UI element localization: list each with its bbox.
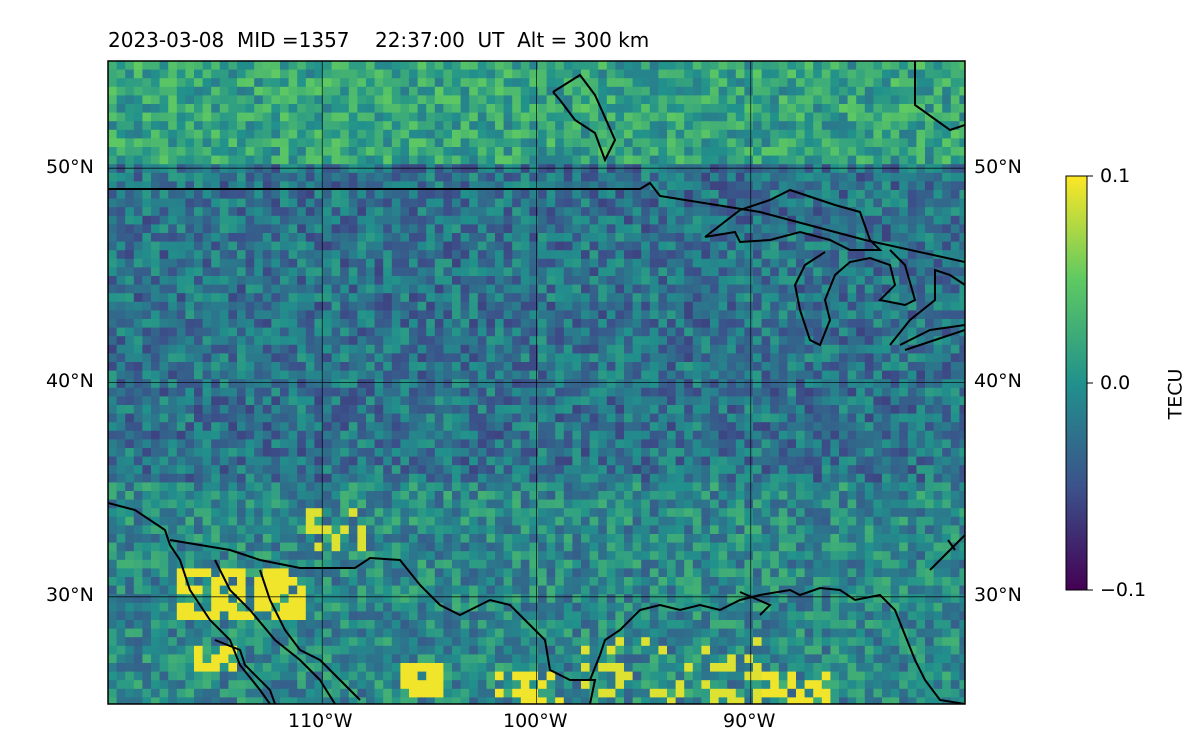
colorbar-tick-label-min: −0.1 [1100,579,1147,601]
map-title: 2023-03-08 MID =1357 22:37:00 UT Alt = 3… [108,28,649,52]
lon-label-100w: 100°W [503,710,568,732]
colorbar-label: TECU [1164,368,1187,420]
colorbar-gradient [1065,175,1088,591]
colorbar [1065,175,1093,591]
lat-label-30-left: 30°N [46,584,94,606]
lat-label-50-right: 50°N [974,156,1022,178]
title-time: 22:37:00 UT [374,28,505,52]
title-mid: MID =1357 [236,28,350,52]
gridlines [108,61,965,704]
map-frame [107,60,966,705]
colorbar-tick-label-zero: 0.0 [1100,372,1131,394]
title-alt: Alt = 300 km [517,28,650,52]
coastlines [108,61,965,704]
colorbar-tick-label-max: 0.1 [1100,165,1131,187]
title-date: 2023-03-08 [108,28,225,52]
lat-label-30-right: 30°N [974,584,1022,606]
lat-label-40-left: 40°N [46,370,94,392]
lon-label-110w: 110°W [288,710,353,732]
lat-label-50-left: 50°N [46,156,94,178]
lon-label-90w: 90°W [723,710,776,732]
lat-label-40-right: 40°N [974,370,1022,392]
tec-field [108,61,965,704]
